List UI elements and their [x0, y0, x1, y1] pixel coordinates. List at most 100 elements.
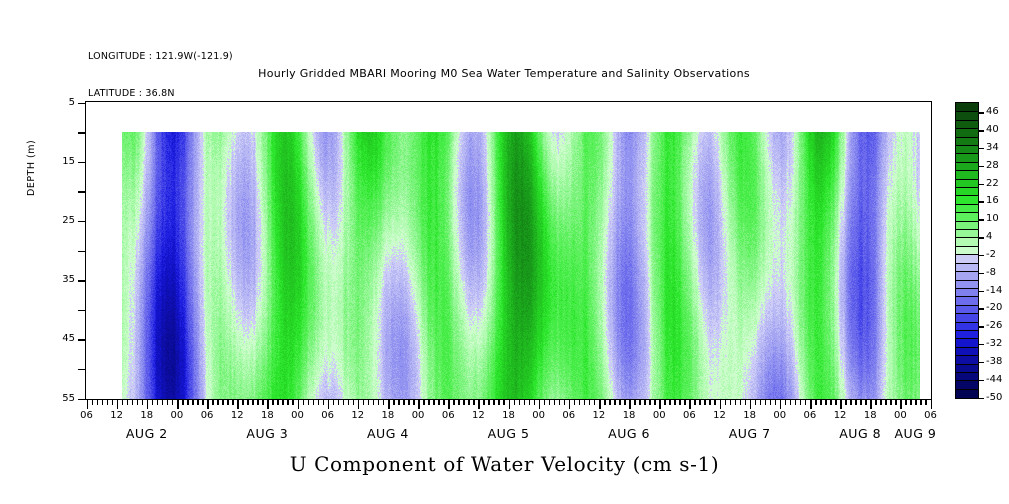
colorbar-tick [979, 361, 984, 364]
colorbar-band-separator [956, 262, 978, 264]
x-hour-label: 06 [924, 410, 937, 421]
colorbar-band [956, 119, 978, 129]
colorbar-band-separator [956, 254, 978, 256]
x-tick-minor [151, 400, 154, 405]
x-tick-minor [669, 400, 671, 405]
x-tick-minor [548, 400, 551, 405]
x-tick-minor [543, 400, 546, 405]
colorbar-band [956, 153, 978, 163]
colorbar-tick-label: -44 [986, 373, 1003, 385]
x-day-label: AUG 5 [487, 426, 530, 441]
x-tick-minor [679, 400, 681, 405]
colorbar-band-separator [956, 355, 978, 357]
colorbar-band [956, 279, 978, 289]
x-tick-minor [764, 400, 767, 405]
colorbar-band-separator [956, 380, 978, 382]
x-day-label: AUG 6 [608, 426, 650, 441]
x-hour-label: 18 [863, 410, 877, 421]
colorbar-tick [979, 272, 984, 275]
colorbar-band-separator [956, 321, 978, 323]
x-tick-minor [814, 400, 817, 405]
y-tick-label: 35 [62, 274, 75, 286]
colorbar-band [956, 136, 978, 146]
colorbar-band [956, 329, 978, 339]
colorbar-tick-label: -26 [986, 320, 1003, 332]
x-tick-minor [212, 400, 214, 405]
x-tick-minor [910, 400, 912, 405]
x-tick-minor [453, 400, 455, 405]
x-tick-major [809, 400, 812, 409]
x-hour-label: 06 [562, 410, 576, 421]
colorbar-band-separator [956, 296, 978, 298]
x-tick-minor [362, 400, 365, 405]
x-tick-minor [473, 400, 475, 405]
y-tick-label: 45 [62, 333, 75, 345]
colorbar-band-separator [956, 388, 978, 390]
colorbar-tick-label: 34 [986, 141, 999, 153]
x-tick-minor [558, 400, 561, 405]
colorbar-band [956, 296, 978, 306]
x-hour-label: 00 [532, 410, 546, 421]
x-tick-minor [784, 400, 787, 405]
colorbar-band [956, 262, 978, 272]
x-tick-minor [136, 400, 139, 405]
colorbar-tick [979, 112, 984, 114]
colorbar-tick-label: 10 [986, 213, 999, 225]
x-tick-minor [126, 400, 129, 405]
x-tick-minor [644, 400, 646, 405]
x-day-label: AUG 7 [728, 426, 771, 441]
colorbar-band [956, 111, 978, 121]
colorbar-band-separator [956, 187, 978, 189]
x-tick-minor [789, 400, 792, 405]
y-axis-ticks: 5 15 25 35 45 55 [52, 97, 85, 404]
x-tick-major [387, 400, 390, 409]
colorbar-tick-label: 4 [986, 231, 993, 243]
x-tick-major [448, 400, 450, 409]
x-hour-label: 06 [682, 410, 696, 421]
y-tick-minor [78, 309, 85, 312]
x-hour-label: 00 [652, 410, 666, 421]
x-tick-major [689, 400, 691, 409]
x-tick-major [116, 400, 119, 409]
colorbar-band [956, 245, 978, 255]
x-tick-minor [111, 400, 114, 405]
colorbar-band [956, 237, 978, 247]
x-hour-label: 12 [713, 410, 726, 421]
x-hour-label: 12 [230, 410, 244, 421]
x-tick-major [327, 400, 330, 409]
y-tick-minor [78, 191, 85, 193]
x-tick-minor [885, 400, 887, 405]
x-tick-minor [804, 400, 807, 405]
colorbar-tick [979, 308, 984, 310]
x-tick-minor [825, 400, 827, 405]
x-tick-minor [423, 400, 425, 405]
colorbar-band-separator [956, 313, 978, 315]
x-tick-minor [382, 400, 385, 405]
colorbar-band [956, 287, 978, 297]
colorbar-ticks: 46 40 34 28 22 16 10 4 -2 -8 -14 -20 -26 -32 -38 -44 -50 [979, 102, 1009, 403]
x-tick-minor [905, 400, 907, 405]
x-tick-minor [744, 400, 747, 405]
x-hour-label: 06 [321, 410, 335, 421]
colorbar-band-separator [956, 128, 978, 130]
x-tick-minor [593, 400, 596, 405]
colorbar-tick-label: 46 [986, 106, 999, 118]
x-tick-minor [372, 400, 375, 405]
x-tick-minor [156, 400, 159, 405]
y-tick-minor [78, 368, 85, 371]
x-tick-major [478, 400, 480, 409]
x-tick-minor [835, 400, 837, 405]
y-tick-label: 25 [62, 214, 75, 226]
x-tick-minor [312, 400, 315, 405]
colorbar-tick [979, 379, 984, 382]
x-tick-minor [347, 400, 350, 405]
x-tick-minor [925, 400, 928, 405]
colorbar-band-separator [956, 136, 978, 138]
x-tick-minor [639, 400, 641, 405]
x-tick-minor [166, 400, 169, 405]
x-tick-minor [709, 400, 712, 405]
x-tick-major [870, 400, 872, 409]
x-tick-major [357, 400, 360, 409]
x-hour-label: 06 [803, 410, 817, 421]
colorbar-tick-label: 40 [986, 124, 999, 136]
